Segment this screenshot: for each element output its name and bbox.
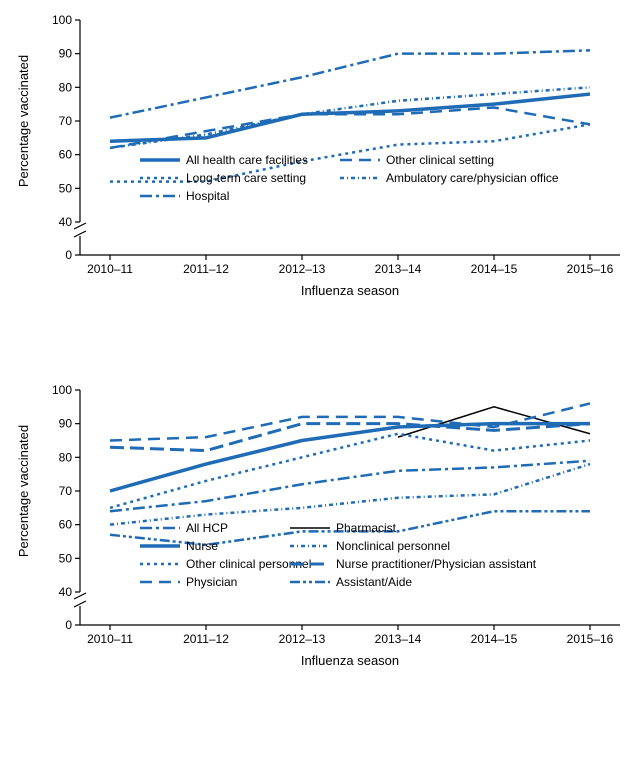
- legend-label: Pharmacist: [336, 521, 397, 535]
- x-tick-label: 2010–11: [87, 262, 133, 276]
- y-tick-label: 0: [65, 618, 72, 632]
- y-axis-label: Percentage vaccinated: [16, 55, 31, 187]
- legend-label: Hospital: [186, 189, 229, 203]
- y-tick-label: 100: [52, 13, 72, 27]
- legend-label: Nurse practitioner/Physician assistant: [336, 557, 537, 571]
- x-axis-label: Influenza season: [301, 653, 399, 668]
- y-tick-label: 80: [59, 450, 73, 464]
- top-chart-panel: 40 50 60 70 80 90 100 0 2010–11 2011–12 2012–13 201…: [10, 10, 632, 365]
- x-tick-label: 2010–11: [87, 632, 133, 646]
- y-tick-label: 60: [59, 148, 73, 162]
- x-tick-label: 2012–13: [279, 262, 326, 276]
- legend-label: All HCP: [186, 521, 228, 535]
- legend-label: Nonclinical personnel: [336, 539, 450, 553]
- y-tick-label: 70: [59, 484, 73, 498]
- y-tick-label: 80: [59, 80, 73, 94]
- legend-label: Nurse: [186, 539, 218, 553]
- x-tick-label: 2012–13: [279, 632, 326, 646]
- x-tick-label: 2014–15: [471, 632, 518, 646]
- y-tick-label: 40: [59, 585, 73, 599]
- y-tick-label: 70: [59, 114, 73, 128]
- top-chart-svg: 40 50 60 70 80 90 100 0 2010–11 2011–12 2012–13 201…: [10, 10, 632, 365]
- y-axis-label: Percentage vaccinated: [16, 425, 31, 557]
- y-tick-label: 50: [59, 551, 73, 565]
- y-tick-label: 50: [59, 181, 73, 195]
- legend-label: Physician: [186, 575, 237, 589]
- y-tick-label: 90: [59, 47, 73, 61]
- x-tick-label: 2011–12: [183, 262, 229, 276]
- x-tick-label: 2014–15: [471, 262, 518, 276]
- y-tick-label: 0: [65, 248, 72, 262]
- bottom-chart-svg: 40 50 60 70 80 90 100 0 2010–11 2011–12 2012–13 201…: [10, 380, 632, 735]
- legend-label: Long-term care setting: [186, 171, 306, 185]
- x-tick-label: 2013–14: [375, 632, 422, 646]
- x-axis-label: Influenza season: [301, 283, 399, 298]
- legend-label: Other clinical setting: [386, 153, 494, 167]
- top-chart: 40 50 60 70 80 90 100 0 2010–11 2011–12 2012–13 201…: [10, 10, 632, 365]
- y-tick-label: 40: [59, 215, 73, 229]
- legend-label: Ambulatory care/physician office: [386, 171, 559, 185]
- x-tick-label: 2015–16: [567, 632, 614, 646]
- y-tick-label: 100: [52, 383, 72, 397]
- bottom-chart-panel: 40 50 60 70 80 90 100 0 2010–11 2011–12 2012–13 201…: [10, 380, 632, 735]
- legend-label: Assistant/Aide: [336, 575, 412, 589]
- x-tick-label: 2011–12: [183, 632, 229, 646]
- x-tick-label: 2013–14: [375, 262, 422, 276]
- legend-label: All health care facilities: [186, 153, 308, 167]
- x-tick-label: 2015–16: [567, 262, 614, 276]
- bottom-chart: 40 50 60 70 80 90 100 0 2010–11 2011–12 2012–13 201…: [10, 380, 632, 735]
- y-tick-label: 90: [59, 417, 73, 431]
- y-tick-label: 60: [59, 518, 73, 532]
